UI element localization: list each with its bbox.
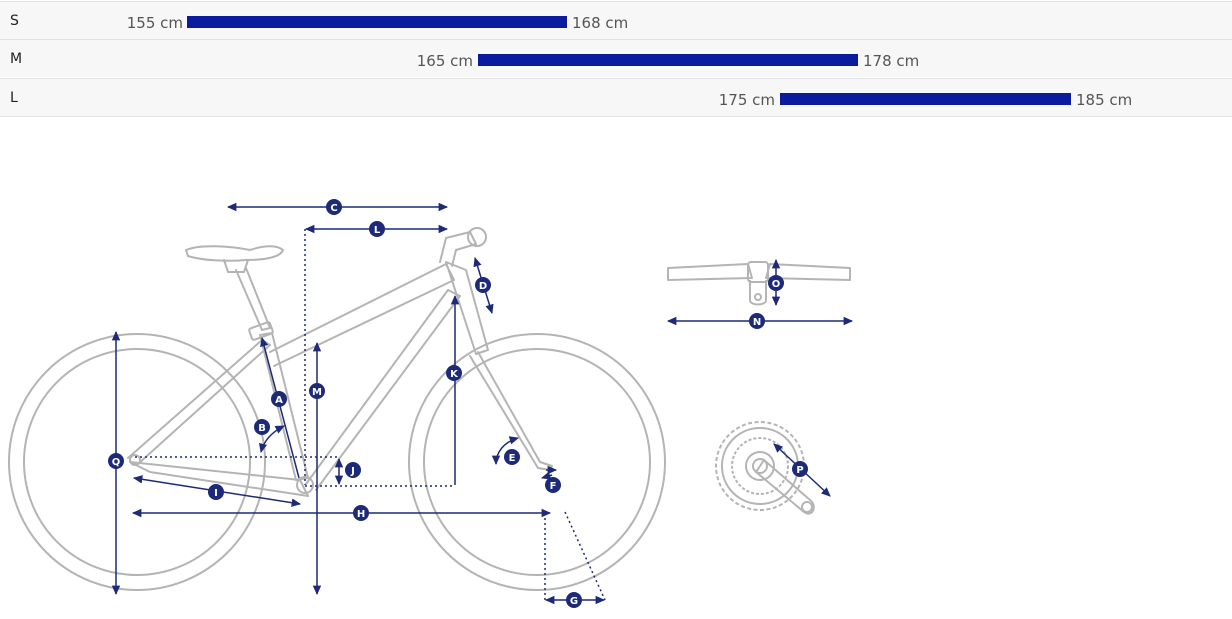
svg-text:K: K (450, 369, 459, 380)
size-row-s: S 155 cm 168 cm (0, 1, 1232, 39)
size-label: S (10, 13, 19, 29)
range-min: 175 cm (718, 91, 775, 109)
svg-text:D: D (479, 281, 487, 292)
svg-text:A: A (275, 395, 283, 406)
svg-text:C: C (330, 203, 337, 214)
svg-text:O: O (772, 279, 781, 290)
label-badge: F (545, 477, 561, 493)
label-badge: M (309, 383, 325, 399)
range-min: 155 cm (126, 14, 183, 32)
label-badge: C (326, 199, 342, 215)
label-badge: J (345, 462, 361, 478)
label-badge: H (353, 505, 369, 521)
svg-text:E: E (509, 453, 516, 464)
svg-text:I: I (214, 488, 218, 499)
range-bar (187, 16, 567, 28)
label-badge: N (749, 313, 765, 329)
svg-text:B: B (258, 423, 266, 434)
label-badge: P (792, 461, 808, 477)
label-badge: O (768, 275, 784, 291)
range-max: 168 cm (572, 14, 629, 32)
range-max: 185 cm (1076, 91, 1133, 109)
svg-text:Q: Q (112, 457, 121, 468)
label-badge: K (446, 365, 462, 381)
range-bar (478, 54, 858, 66)
svg-text:G: G (570, 596, 578, 607)
handlebar-icon (667, 261, 851, 306)
size-label: L (10, 90, 18, 106)
range-min: 165 cm (416, 52, 473, 70)
svg-text:P: P (796, 465, 803, 476)
size-label: M (10, 51, 23, 67)
bike-frame-icon (8, 227, 666, 591)
label-badge: D (475, 277, 491, 293)
range-max: 178 cm (863, 52, 920, 70)
label-badge: L (369, 221, 385, 237)
svg-text:N: N (753, 317, 761, 328)
label-badge: G (566, 592, 582, 608)
size-row-l: L 175 cm 185 cm (0, 78, 1232, 117)
label-badge: E (504, 449, 520, 465)
svg-text:F: F (550, 481, 557, 492)
range-bar (780, 93, 1071, 105)
svg-text:M: M (312, 387, 322, 398)
svg-text:J: J (350, 466, 355, 477)
svg-text:H: H (357, 509, 365, 520)
label-badge: B (254, 419, 270, 435)
label-badge: A (271, 391, 287, 407)
size-row-m: M 165 cm 178 cm (0, 39, 1232, 77)
label-badge: Q (108, 453, 124, 469)
label-badge: I (208, 484, 224, 500)
svg-text:L: L (374, 225, 381, 236)
